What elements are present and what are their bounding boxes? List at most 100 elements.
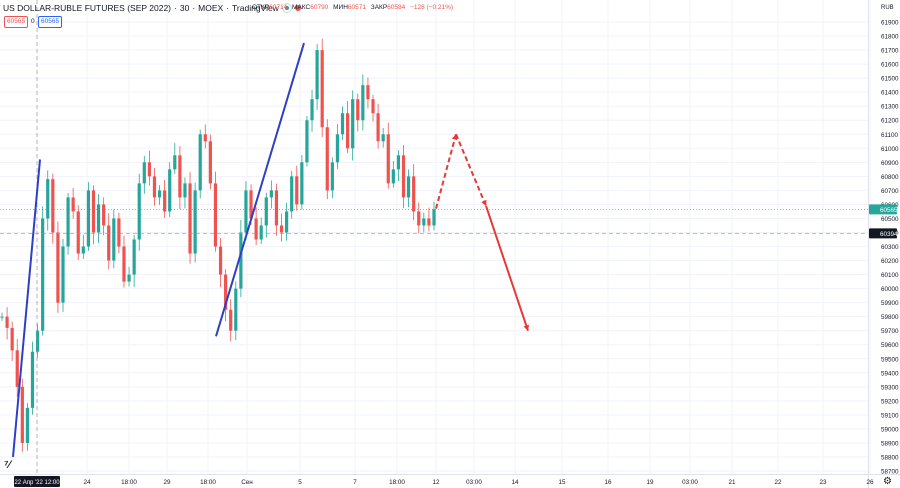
candle-body xyxy=(391,169,395,184)
candle-body xyxy=(325,127,329,191)
open-label: ОТКР xyxy=(252,4,270,11)
time-tick-label: 7 xyxy=(353,479,357,486)
candle-body xyxy=(361,85,365,121)
candle-body xyxy=(10,327,14,351)
candle-body xyxy=(183,183,187,198)
close-label: ЗАКР xyxy=(370,4,388,11)
candle-body xyxy=(406,176,411,198)
buy-price-box[interactable]: 60565 xyxy=(38,16,63,28)
price-tick-label: 58800 xyxy=(881,454,899,461)
candle-body xyxy=(290,176,294,212)
open-value: 60714 xyxy=(269,4,288,11)
price-tick-label: 61800 xyxy=(881,34,899,41)
forecast-arrowhead xyxy=(451,134,458,141)
candle-body xyxy=(102,204,106,226)
price-tick-label: 59300 xyxy=(881,384,899,391)
candle-body xyxy=(35,330,40,352)
candle-body xyxy=(244,190,248,233)
crosshair-time-badge xyxy=(14,476,60,487)
candle-body xyxy=(320,50,324,128)
forecast-line-dashed[interactable] xyxy=(455,133,487,207)
time-tick-label: 18:00 xyxy=(389,479,405,486)
candle-body xyxy=(412,176,416,212)
market-status-icon[interactable] xyxy=(281,3,292,13)
trend-line-blue[interactable] xyxy=(215,42,305,337)
candle-body xyxy=(147,162,151,177)
price-tick-label: 60100 xyxy=(881,272,899,279)
sell-price-box[interactable]: 60565 xyxy=(4,16,29,28)
time-tick-label: 18:00 xyxy=(200,479,216,486)
time-tick-label: 21 xyxy=(728,479,736,486)
candle-body xyxy=(168,169,172,212)
candle-body xyxy=(417,211,421,226)
time-tick-label: 23 xyxy=(819,479,827,486)
currency-label: RUB xyxy=(881,5,894,11)
time-tick-label: 14 xyxy=(511,479,519,486)
candle-body xyxy=(279,225,284,233)
crosshair-price-badge xyxy=(869,228,897,239)
candle-body xyxy=(76,211,80,254)
time-tick-label: 16 xyxy=(604,479,612,486)
candle-body xyxy=(20,386,24,443)
price-tick-label: 60800 xyxy=(881,174,899,181)
candle-body xyxy=(66,197,70,247)
price-tick-label: 61000 xyxy=(881,146,899,153)
candle-body xyxy=(142,162,146,184)
time-tick-label: 19 xyxy=(646,479,654,486)
symbol-title[interactable]: US DOLLAR-RUBLE FUTURES (SEP 2022) xyxy=(3,3,172,13)
candle-body xyxy=(427,218,431,226)
price-tick-label: 59900 xyxy=(881,300,899,307)
price-tick-label: 61900 xyxy=(881,20,899,27)
candle-body xyxy=(401,155,406,198)
candle-body xyxy=(56,232,60,303)
ohlc-legend: ОТКР60714 МАКС60790 МИН60571 ЗАКР60584 −… xyxy=(252,4,456,11)
candle-body xyxy=(239,232,243,289)
close-value: 60584 xyxy=(387,4,406,11)
price-tick-label: 61700 xyxy=(881,48,899,55)
candle-body xyxy=(310,99,314,121)
crosshair-time-label: 22 Апр '22 12:00 xyxy=(14,480,60,486)
gear-icon[interactable]: ⚙ xyxy=(883,476,892,487)
forecast-line-solid[interactable] xyxy=(485,205,529,332)
candle-body xyxy=(295,176,299,205)
time-tick-label: 29 xyxy=(163,479,171,486)
time-tick-label: 03:00 xyxy=(466,479,482,486)
candle-body xyxy=(285,211,289,233)
candle-body xyxy=(198,134,202,191)
price-tick-label: 60300 xyxy=(881,244,899,251)
spread-value: 0 xyxy=(31,18,35,25)
price-tick-label: 61400 xyxy=(881,90,899,97)
high-value: 60790 xyxy=(310,4,329,11)
current-price-badge xyxy=(869,204,897,215)
price-tick-label: 60200 xyxy=(881,258,899,265)
current-price-label: 60565 xyxy=(880,207,898,214)
price-tick-label: 60700 xyxy=(881,188,899,195)
candle-body xyxy=(173,155,177,170)
forecast-line-dashed[interactable] xyxy=(435,134,457,209)
interval-label[interactable]: 30 xyxy=(179,3,190,13)
candle-body xyxy=(86,190,90,247)
tradingview-logo-icon[interactable]: ⁷⁄ xyxy=(4,459,11,471)
change-value: −128 (−0.21%) xyxy=(410,4,454,11)
candle-body xyxy=(188,183,192,254)
price-tick-label: 58700 xyxy=(881,469,899,476)
time-tick-label: Сен xyxy=(241,479,253,486)
candle-body xyxy=(224,274,228,310)
candle-body xyxy=(152,176,157,198)
candle-body xyxy=(229,309,233,331)
price-tick-label: 59600 xyxy=(881,342,899,349)
price-tick-label: 60000 xyxy=(881,286,899,293)
candle-body xyxy=(356,99,360,121)
trend-line-blue[interactable] xyxy=(12,159,41,458)
price-tick-label: 59500 xyxy=(881,356,899,363)
price-tick-label: 59400 xyxy=(881,370,899,377)
candle-body xyxy=(208,141,212,184)
price-tick-label: 59100 xyxy=(881,412,899,419)
data-status-icon[interactable] xyxy=(294,5,301,11)
candle-body xyxy=(61,246,65,303)
low-label: МИН xyxy=(333,4,348,11)
candle-body xyxy=(91,190,96,233)
candle-body xyxy=(193,190,197,254)
time-tick-label: 15 xyxy=(558,479,566,486)
